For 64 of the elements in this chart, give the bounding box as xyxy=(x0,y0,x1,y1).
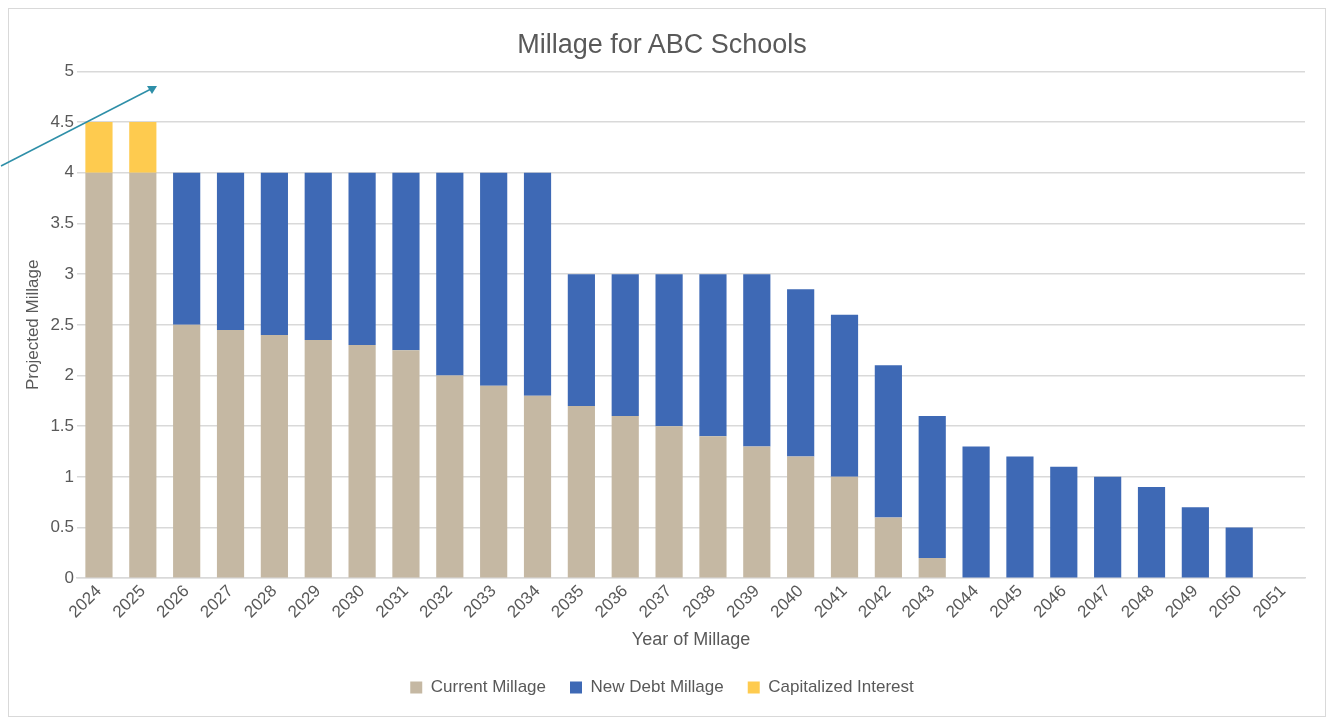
bar xyxy=(129,172,157,578)
bar xyxy=(348,172,376,346)
bar xyxy=(173,324,201,578)
y-tick-label: 0.5 xyxy=(50,517,75,537)
bar xyxy=(918,557,946,578)
y-tick-label: 1.5 xyxy=(50,415,75,435)
x-axis-title: Year of Millage xyxy=(631,629,751,650)
bar xyxy=(216,329,245,578)
bar xyxy=(1094,476,1122,578)
y-tick-label: 3.5 xyxy=(50,213,75,233)
bar xyxy=(567,274,595,406)
bar xyxy=(611,416,639,578)
bar xyxy=(85,122,113,173)
y-tick-label: 4 xyxy=(64,162,75,182)
bar xyxy=(655,426,683,578)
bar xyxy=(918,416,946,558)
bar xyxy=(129,122,157,173)
bar xyxy=(85,172,113,578)
y-tick-label: 2.5 xyxy=(50,314,75,334)
bar xyxy=(1006,456,1034,578)
bar xyxy=(874,365,902,518)
bar xyxy=(304,172,332,341)
bar xyxy=(743,446,771,578)
bar xyxy=(611,274,639,417)
bar xyxy=(567,405,595,578)
y-axis-title: Projected Millage xyxy=(22,259,42,391)
y-tick-label: 5 xyxy=(64,61,75,81)
bar xyxy=(480,172,508,386)
bar xyxy=(392,172,420,351)
bar xyxy=(699,436,727,578)
bar xyxy=(830,314,859,477)
bar xyxy=(392,350,420,578)
bar xyxy=(962,446,990,578)
bar xyxy=(1050,466,1078,578)
bar xyxy=(173,172,201,325)
y-tick-label: 0 xyxy=(64,567,75,587)
y-tick-label: 4.5 xyxy=(50,111,75,131)
bar xyxy=(787,456,815,578)
legend-label: Capitalized Interest xyxy=(768,677,915,697)
bar xyxy=(436,375,464,578)
bar xyxy=(830,476,859,578)
bar xyxy=(260,172,288,335)
bar xyxy=(523,172,552,396)
y-tick-label: 3 xyxy=(64,263,75,283)
bar xyxy=(699,274,727,437)
bar xyxy=(1137,487,1166,578)
bar xyxy=(787,289,815,457)
bar xyxy=(743,274,771,447)
bar xyxy=(216,172,245,330)
legend-label: New Debt Millage xyxy=(590,677,724,697)
bar xyxy=(480,385,508,578)
bar xyxy=(260,334,288,578)
bar xyxy=(655,274,683,427)
bar xyxy=(348,345,376,578)
bar xyxy=(1181,507,1209,578)
chart-title: Millage for ABC Schools xyxy=(517,28,807,59)
y-tick-label: 1 xyxy=(64,466,75,486)
y-tick-label: 2 xyxy=(64,365,75,385)
bar xyxy=(436,172,464,376)
bar xyxy=(523,395,552,578)
bar xyxy=(1225,527,1253,578)
legend-label: Current Millage xyxy=(430,677,547,697)
bar xyxy=(874,517,902,578)
bar xyxy=(304,340,332,578)
